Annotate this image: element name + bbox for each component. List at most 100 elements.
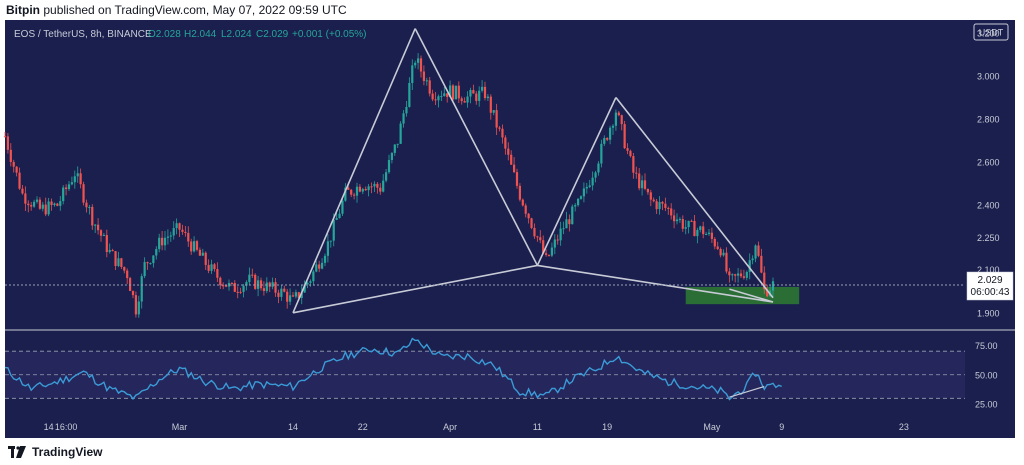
- harmonic-pattern[interactable]: [292, 28, 774, 314]
- candle-body: [350, 189, 353, 195]
- candle-body: [448, 85, 452, 97]
- candle-body: [597, 163, 600, 173]
- candle-body: [393, 144, 396, 153]
- candle-body: [50, 201, 53, 206]
- pattern-line[interactable]: [615, 97, 774, 299]
- candle-body: [446, 93, 449, 97]
- candle-body: [591, 177, 594, 186]
- candle-body: [763, 272, 766, 290]
- candle-body: [629, 150, 632, 157]
- candle-body: [510, 154, 513, 165]
- candle-body: [547, 254, 551, 256]
- candle-body: [216, 269, 219, 278]
- candle-body: [693, 220, 696, 237]
- candle-body: [152, 255, 155, 264]
- candle-body: [623, 124, 626, 149]
- main-pane-background: [5, 20, 965, 330]
- time-tick-label: 9: [779, 422, 784, 432]
- candle-body: [600, 143, 603, 164]
- candle-body: [736, 273, 740, 276]
- candle-body: [760, 255, 763, 273]
- pattern-line[interactable]: [537, 264, 774, 303]
- candle-body: [658, 201, 661, 210]
- candle-body: [3, 136, 7, 138]
- time-axis[interactable]: 14 16:00 Mar 14 22 Apr 11 19 May 9 23: [44, 422, 909, 432]
- candle-body: [376, 183, 379, 188]
- rsi-tick-label: 50.00: [975, 370, 998, 380]
- candle-body: [434, 99, 437, 101]
- candle-body: [562, 228, 565, 230]
- rsi-line: [4, 337, 782, 401]
- candle-body: [675, 219, 679, 222]
- candle-body: [70, 182, 74, 185]
- pattern-line[interactable]: [536, 97, 617, 266]
- candle-body: [120, 258, 123, 267]
- candle-body: [667, 207, 670, 209]
- candle-body: [318, 264, 321, 269]
- candle-body: [352, 194, 356, 196]
- candle-body: [649, 192, 652, 200]
- candle-body: [326, 241, 330, 256]
- support-zone[interactable]: [685, 286, 800, 305]
- candle-body: [291, 295, 295, 297]
- candle-body: [233, 283, 236, 292]
- candle-body: [114, 251, 117, 266]
- pattern-line[interactable]: [729, 288, 774, 303]
- candle-body: [550, 247, 554, 256]
- candle-body: [222, 285, 225, 287]
- price-tick-label: 3.000: [977, 71, 1000, 81]
- candle-body: [620, 115, 623, 125]
- candle-body: [664, 203, 667, 208]
- rsi-trend-line[interactable]: [729, 385, 765, 398]
- price-tick-label: 3.200: [977, 28, 1000, 38]
- pattern-line[interactable]: [292, 264, 538, 314]
- candle-body: [614, 112, 618, 126]
- candle-body: [277, 292, 280, 297]
- candle-body: [117, 258, 120, 266]
- candle-body: [399, 123, 402, 144]
- time-tick-label: Apr: [443, 422, 457, 432]
- candle-body: [396, 143, 399, 145]
- candle-body: [533, 227, 536, 237]
- candle-body: [440, 96, 443, 98]
- candle-body: [559, 228, 562, 241]
- candle-body: [367, 186, 370, 191]
- rsi-tick-label: 25.00: [975, 400, 998, 410]
- candle-body: [239, 291, 242, 293]
- candle-body: [696, 229, 699, 237]
- candle-body: [108, 250, 111, 252]
- candle-body: [556, 239, 559, 241]
- candle-body: [12, 161, 15, 167]
- bar-countdown: 06:00:43: [971, 287, 1010, 298]
- candle-body: [544, 253, 548, 255]
- candle-body: [344, 187, 347, 201]
- candle-body: [178, 223, 181, 230]
- candle-body: [91, 206, 94, 226]
- candle-body: [312, 271, 315, 282]
- time-tick-label: 14: [44, 422, 54, 432]
- candle-body: [579, 196, 583, 199]
- candle-body: [32, 201, 36, 207]
- candle-body: [44, 204, 47, 215]
- candle-body: [539, 237, 542, 241]
- candle-body: [82, 184, 85, 203]
- candle-body: [172, 228, 175, 236]
- ohlc-low: L2.024: [221, 29, 252, 40]
- candle-body: [472, 90, 475, 94]
- candle-body: [379, 187, 382, 192]
- pattern-line[interactable]: [414, 28, 539, 266]
- candle-body: [646, 188, 650, 193]
- pattern-line[interactable]: [292, 28, 416, 314]
- candle-body: [457, 85, 460, 99]
- candle-body: [166, 236, 170, 238]
- candle-body: [451, 85, 455, 100]
- candle-body: [542, 240, 545, 254]
- price-axis[interactable]: 3.200 3.000 2.800 2.600 2.400 2.250 2.100 1.900: [977, 28, 1000, 318]
- candle-body: [655, 201, 658, 210]
- currency-badge[interactable]: [973, 23, 1009, 41]
- candle-body: [18, 172, 21, 189]
- trading-chart[interactable]: EOS / TetherUS, 8h, BINANCE O2.028 H2.04…: [0, 20, 1024, 438]
- candle-body: [192, 241, 196, 252]
- candle-body: [251, 274, 254, 276]
- rsi-bands: [5, 350, 965, 399]
